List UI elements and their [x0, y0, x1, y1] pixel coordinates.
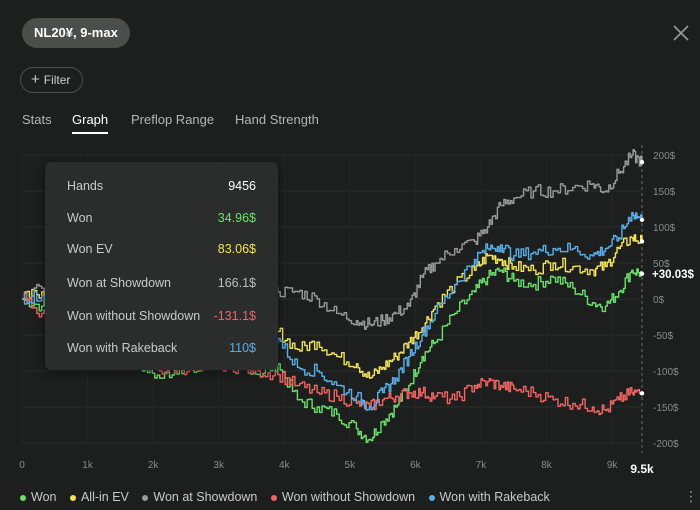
x-tick-label: 3k	[213, 460, 225, 471]
more-options-icon[interactable]: ⋮	[684, 488, 698, 504]
legend-label: Won with Rakeback	[439, 490, 550, 504]
tooltip-value: 110$	[229, 341, 256, 355]
legend-label: Won at Showdown	[153, 490, 258, 504]
x-tick-label: 0	[19, 460, 25, 471]
x-tick-label: 9k	[607, 460, 619, 471]
y-tick-label: 150$	[653, 187, 676, 198]
tooltip-label: Won at Showdown	[67, 276, 171, 290]
y-tick-label: 100$	[653, 223, 676, 234]
tooltip-label: Won with Rakeback	[67, 341, 178, 355]
y-tick-label: -50$	[653, 331, 673, 342]
tooltip-value: 166.1$	[217, 276, 256, 290]
y-tick-label: 200$	[653, 151, 676, 162]
active-tab-indicator	[72, 132, 108, 134]
legend-label: Won	[31, 490, 57, 504]
x-tick-label: 5k	[345, 460, 357, 471]
tooltip-label: Won without Showdown	[67, 309, 201, 323]
tooltip-row-won-ev: Won EV 83.06$	[67, 242, 256, 260]
series-end-point	[639, 271, 645, 276]
series-end-point	[639, 160, 645, 165]
x-tick-label: 4k	[279, 460, 291, 471]
table-type-pill[interactable]: NL20¥, 9-max	[22, 18, 130, 48]
tab-hand-strength[interactable]: Hand Strength	[235, 112, 319, 127]
legend-item-all-in-ev[interactable]: All-in EV	[69, 490, 129, 504]
tooltip-value: 9456	[228, 179, 256, 193]
tooltip-row-hands: Hands 9456	[67, 179, 256, 197]
legend-dot	[142, 494, 149, 501]
legend-item-won-rakeback[interactable]: Won with Rakeback	[428, 490, 550, 504]
tooltip-value: 83.06$	[217, 242, 256, 256]
series-end-point	[639, 391, 645, 396]
legend-dot	[428, 494, 435, 501]
tab-preflop-range[interactable]: Preflop Range	[131, 112, 215, 127]
tooltip-value: 34.96$	[217, 211, 256, 225]
legend-label: Won without Showdown	[281, 490, 416, 504]
tooltip-value: -131.1$	[213, 309, 256, 323]
x-tick-label: 6k	[410, 460, 422, 471]
legend-label: All-in EV	[80, 490, 129, 504]
tooltip-label: Won EV	[67, 242, 113, 256]
legend-item-won[interactable]: Won	[20, 490, 56, 504]
tooltip-label: Won	[67, 211, 93, 225]
legend-item-won-without-showdown[interactable]: Won without Showdown	[270, 490, 416, 504]
x-tick-label: 1k	[82, 460, 94, 471]
tooltip-row-won: Won 34.96$	[67, 211, 256, 229]
y-tick-label: 0$	[653, 295, 665, 306]
tooltip-row-won-without-showdown: Won without Showdown -131.1$	[67, 309, 256, 327]
x-end-label: 9.5k	[630, 462, 654, 476]
close-icon[interactable]	[672, 24, 690, 42]
filter-button[interactable]: + Filter	[20, 67, 84, 93]
legend-dot	[20, 494, 26, 501]
y-tick-label: -150$	[653, 403, 679, 414]
y-tick-label: 50$	[653, 259, 670, 270]
tooltip-row-won-showdown: Won at Showdown 166.1$	[67, 276, 256, 294]
end-value-label: +30.03$	[652, 269, 694, 281]
plus-icon: +	[31, 71, 40, 88]
tab-stats[interactable]: Stats	[22, 112, 52, 127]
x-tick-label: 8k	[541, 460, 553, 471]
series-end-point	[639, 217, 645, 222]
legend-dot	[69, 494, 76, 501]
filter-label: Filter	[43, 73, 71, 87]
legend-item-won-showdown[interactable]: Won at Showdown	[142, 490, 257, 504]
tooltip-label: Hands	[67, 179, 104, 193]
y-tick-label: -100$	[653, 367, 679, 378]
tab-graph[interactable]: Graph	[72, 112, 109, 127]
series-end-point	[639, 239, 645, 244]
legend-dot	[270, 494, 277, 501]
tooltip-row-won-rakeback: Won with Rakeback 110$	[67, 341, 256, 359]
x-tick-label: 2k	[148, 460, 160, 471]
x-tick-label: 7k	[476, 460, 488, 471]
graph-tooltip: Hands 9456 Won 34.96$ Won EV 83.06$ Won …	[45, 162, 278, 370]
chart-legend: Won All-in EV Won at Showdown Won withou…	[20, 490, 560, 504]
y-tick-label: -200$	[653, 439, 679, 450]
